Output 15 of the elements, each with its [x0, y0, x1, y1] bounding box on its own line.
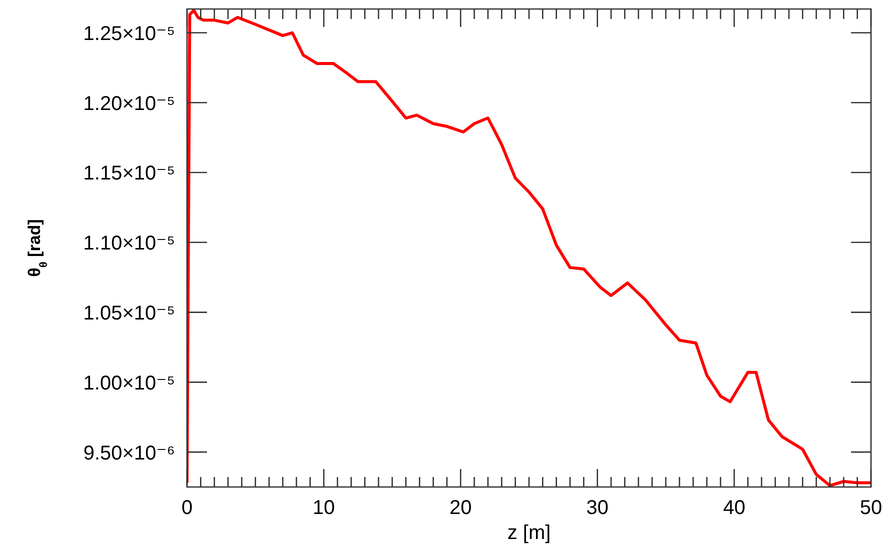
y-tick-label: 1.25×10⁻⁵ — [83, 22, 176, 45]
y-tick-label: 9.50×10⁻⁶ — [83, 442, 175, 464]
x-axis-title: z [m] — [507, 522, 551, 544]
x-tick-label: 40 — [723, 497, 746, 520]
x-tick-label: 50 — [860, 497, 882, 520]
y-axis-title: θθ [rad] — [25, 219, 50, 277]
y-tick-label: 1.10×10⁻⁵ — [83, 232, 176, 255]
y-tick-label: 1.00×10⁻⁵ — [83, 372, 176, 394]
y-tick-label: 1.20×10⁻⁵ — [83, 92, 176, 115]
x-tick-label: 10 — [312, 497, 335, 520]
x-tick-label: 30 — [586, 497, 609, 520]
x-tick-label: 20 — [449, 497, 472, 520]
y-tick-label: 1.05×10⁻⁵ — [83, 302, 176, 324]
x-tick-label: 0 — [181, 497, 193, 520]
y-tick-label: 1.15×10⁻⁵ — [83, 162, 176, 185]
